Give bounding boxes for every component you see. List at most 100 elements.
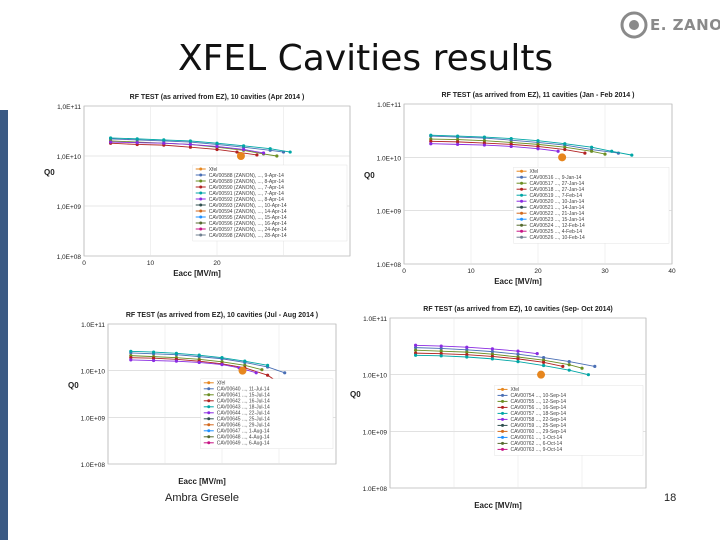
legend-label: CAV00518 ..., 27-Jan-14 xyxy=(530,187,585,193)
data-point xyxy=(414,348,418,352)
legend-marker xyxy=(501,399,505,403)
data-point xyxy=(197,353,201,357)
legend-label: Xfel xyxy=(217,381,226,387)
legend-label: CAV00763 ..., 9-Oct-14 xyxy=(511,447,563,453)
legend-label: CAV00760 ..., 29-Sep-14 xyxy=(511,429,567,435)
data-point xyxy=(586,373,590,377)
legend-marker xyxy=(520,235,524,239)
logo-icon xyxy=(620,11,648,39)
data-point xyxy=(174,351,178,355)
legend-marker xyxy=(199,227,203,231)
legend-marker xyxy=(199,221,203,225)
series-line xyxy=(110,138,284,153)
x-tick-label: 10 xyxy=(467,268,475,275)
legend-label: CAV00645 ..., 25-Jul-14 xyxy=(217,417,270,423)
footer-author: Ambra Gresele xyxy=(165,492,239,504)
legend-marker xyxy=(520,169,524,173)
legend-marker xyxy=(207,381,211,385)
y-tick-label: 1.0E+10 xyxy=(81,369,106,376)
legend-marker xyxy=(520,217,524,221)
x-tick-label: 10 xyxy=(147,260,155,267)
legend-marker xyxy=(207,399,211,403)
data-point xyxy=(255,153,259,157)
data-point xyxy=(220,362,224,367)
legend-marker xyxy=(199,185,203,189)
data-point xyxy=(254,371,258,375)
legend-label: Xfel xyxy=(209,167,218,173)
series-line xyxy=(430,143,559,152)
logo-text: E. ZANON xyxy=(650,16,720,34)
data-point xyxy=(260,368,264,372)
legend-label: CAV00525 ..., 4-Feb-14 xyxy=(530,229,583,235)
legend-marker xyxy=(501,441,505,445)
data-point xyxy=(268,147,272,151)
series-line xyxy=(130,352,285,374)
x-tick-label: 40 xyxy=(668,268,676,275)
company-logo: E. ZANON xyxy=(620,8,720,42)
legend-marker xyxy=(207,405,211,409)
legend-marker xyxy=(520,211,524,215)
x-tick-label: 20 xyxy=(213,260,221,267)
data-point xyxy=(490,347,494,351)
data-point xyxy=(215,147,219,152)
legend-label: CAV00594 (ZANON), ..., 14-Apr-14 xyxy=(209,209,287,215)
legend-label: CAV00520 ..., 10-Jan-14 xyxy=(530,199,585,205)
chart-jul-aug-2014: RF TEST (as arrived from EZ), 10 cavitie… xyxy=(64,306,344,494)
legend-label: CAV00596 (ZANON), ..., 16-Apr-14 xyxy=(209,221,287,227)
data-point xyxy=(563,145,567,149)
data-point xyxy=(429,139,433,143)
series-line xyxy=(130,357,280,384)
data-point xyxy=(465,353,469,357)
data-point xyxy=(535,352,539,356)
data-point xyxy=(162,141,166,145)
data-point xyxy=(243,363,247,367)
legend-marker xyxy=(199,209,203,213)
data-point xyxy=(490,357,494,361)
legend-marker xyxy=(501,387,505,391)
legend-label: CAV00516 ..., 9-Jan-14 xyxy=(530,175,582,181)
legend-marker xyxy=(520,187,524,191)
legend-label: CAV00649 ..., 6-Aug-14 xyxy=(217,441,270,447)
y-tick-label: 1.0E+09 xyxy=(377,209,402,216)
data-point xyxy=(465,355,469,359)
legend-marker xyxy=(207,429,211,433)
legend-label: CAV00640 ..., 11-Jul-14 xyxy=(217,387,270,393)
legend-label: CAV00648 ..., 4-Aug-14 xyxy=(217,435,270,441)
data-point xyxy=(516,360,520,364)
legend-marker xyxy=(199,203,203,207)
legend-marker xyxy=(199,215,203,219)
legend-label: CAV00754 ..., 10-Sep-14 xyxy=(511,393,567,399)
xfel-point xyxy=(236,152,245,160)
xfel-point xyxy=(238,366,247,375)
chart-title: RF TEST (as arrived from EZ), 10 cavitie… xyxy=(130,94,305,101)
y-tick-label: 1.0E+08 xyxy=(81,462,106,469)
page-number: 18 xyxy=(664,492,677,504)
data-point xyxy=(590,149,594,153)
data-point xyxy=(235,150,239,154)
legend-label: CAV00519 ..., 7-Feb-14 xyxy=(530,193,583,199)
data-point xyxy=(129,358,133,362)
y-tick-label: 1.0E+10 xyxy=(377,155,402,162)
data-point xyxy=(152,358,156,363)
data-point xyxy=(429,137,433,141)
data-point xyxy=(439,352,443,356)
legend-marker xyxy=(520,205,524,209)
series-line xyxy=(415,347,595,367)
legend-label: CAV00591 (ZANON), ..., 7-Apr-14 xyxy=(209,191,284,197)
legend-marker xyxy=(199,173,203,177)
data-point xyxy=(509,136,513,141)
legend-label: CAV00644 ..., 22-Jul-14 xyxy=(217,411,270,417)
legend-box xyxy=(200,378,334,450)
legend-marker xyxy=(199,167,203,171)
data-point xyxy=(490,354,494,359)
data-point xyxy=(220,356,224,360)
legend-label: CAV00647 ..., 1-Aug-14 xyxy=(217,429,270,435)
x-axis-label: Eacc [MV/m] xyxy=(173,269,221,278)
data-point xyxy=(174,359,178,363)
y-tick-label: 1.0E+11 xyxy=(81,322,105,329)
y-axis-label: Q0 xyxy=(44,168,55,177)
data-point xyxy=(135,137,139,141)
legend-marker xyxy=(501,429,505,433)
accent-bar xyxy=(0,110,8,540)
legend-label: CAV00758 ..., 22-Sep-14 xyxy=(511,417,567,423)
